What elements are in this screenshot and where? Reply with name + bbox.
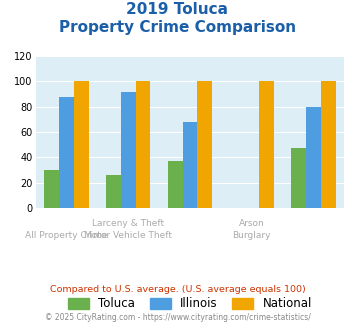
Bar <box>74 82 89 208</box>
Bar <box>321 82 336 208</box>
Bar <box>306 107 321 208</box>
Text: 2019 Toluca: 2019 Toluca <box>126 2 229 16</box>
Text: Arson: Arson <box>239 219 264 228</box>
Text: Motor Vehicle Theft: Motor Vehicle Theft <box>84 231 172 240</box>
Bar <box>182 122 197 208</box>
Bar <box>121 91 136 208</box>
Bar <box>106 175 121 208</box>
Bar <box>59 97 74 208</box>
Text: Burglary: Burglary <box>233 231 271 240</box>
Bar <box>197 82 212 208</box>
Text: Compared to U.S. average. (U.S. average equals 100): Compared to U.S. average. (U.S. average … <box>50 285 305 294</box>
Text: All Property Crime: All Property Crime <box>25 231 108 240</box>
Text: © 2025 CityRating.com - https://www.cityrating.com/crime-statistics/: © 2025 CityRating.com - https://www.city… <box>45 314 310 322</box>
Bar <box>168 161 182 208</box>
Legend: Toluca, Illinois, National: Toluca, Illinois, National <box>63 293 317 315</box>
Text: Larceny & Theft: Larceny & Theft <box>92 219 164 228</box>
Bar <box>44 170 59 208</box>
Bar <box>136 82 151 208</box>
Bar <box>259 82 274 208</box>
Bar <box>291 148 306 208</box>
Text: Property Crime Comparison: Property Crime Comparison <box>59 20 296 35</box>
